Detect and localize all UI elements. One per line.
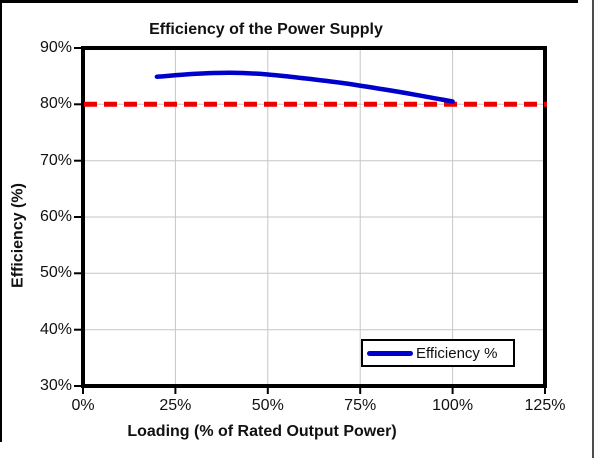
x-axis-title: Loading (% of Rated Output Power) xyxy=(127,423,397,440)
plot-border xyxy=(81,46,547,388)
chart-title: Efficiency of the Power Supply xyxy=(149,21,383,38)
frame-top-border xyxy=(0,0,578,3)
x-tick-label: 25% xyxy=(159,397,192,414)
y-tick-label: 80% xyxy=(39,95,72,113)
frame-right-border xyxy=(592,0,594,458)
x-tick-label: 75% xyxy=(344,397,377,414)
y-tick-label: 50% xyxy=(39,264,72,282)
y-tick-label: 60% xyxy=(39,208,72,225)
efficiency-curve xyxy=(154,70,455,104)
x-tick-label: 50% xyxy=(251,397,284,414)
legend: Efficiency % xyxy=(361,339,515,367)
x-tick-label: 0% xyxy=(71,397,95,414)
legend-line-sample xyxy=(367,350,413,356)
x-tick-label: 125% xyxy=(524,397,566,414)
frame-left-border xyxy=(0,0,2,442)
y-tick-label: 70% xyxy=(39,151,72,169)
x-tick-label: 100% xyxy=(432,397,474,414)
y-tick-label: 30% xyxy=(39,377,72,394)
legend-label: Efficiency % xyxy=(416,344,498,362)
y-tick-label: 90% xyxy=(39,39,72,56)
y-tick-label: 40% xyxy=(39,320,72,338)
